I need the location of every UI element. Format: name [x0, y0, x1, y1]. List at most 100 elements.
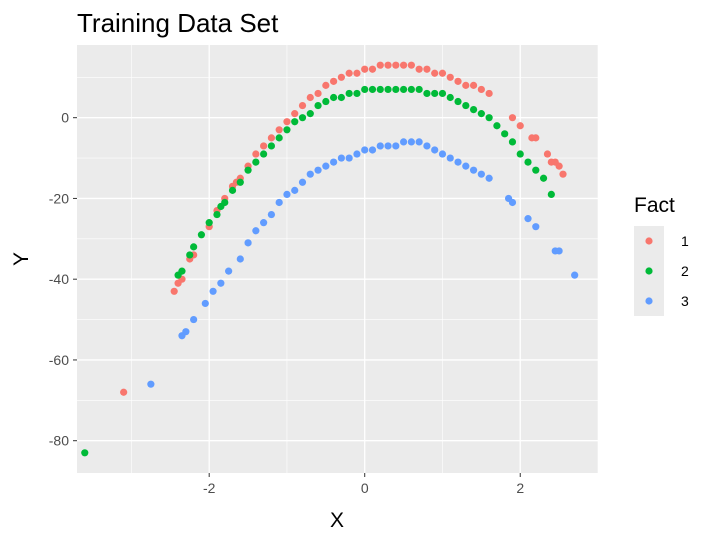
legend-key-3: [645, 297, 653, 305]
major-gridlines: [77, 45, 598, 473]
data-point-series-3: [485, 174, 493, 182]
data-point-series-1: [330, 77, 338, 85]
data-point-series-2: [291, 118, 299, 126]
data-point-series-3: [508, 198, 517, 207]
data-point-series-1: [516, 122, 524, 130]
data-point-series-1: [298, 101, 307, 110]
data-point-series-3: [469, 166, 478, 174]
data-point-series-2: [376, 85, 384, 94]
data-point-series-2: [368, 85, 377, 94]
data-point-series-1: [559, 170, 567, 178]
x-tick-label: 2: [516, 480, 524, 496]
data-point-series-2: [322, 97, 330, 106]
data-point-series-3: [217, 279, 225, 287]
data-points: [81, 61, 579, 457]
data-point-series-2: [330, 93, 338, 102]
data-point-series-1: [267, 134, 276, 142]
data-point-series-3: [423, 142, 431, 150]
data-point-series-1: [446, 73, 454, 81]
data-point-series-1: [361, 65, 369, 73]
data-point-series-2: [501, 130, 509, 138]
data-point-series-3: [283, 190, 291, 198]
data-point-series-3: [260, 219, 268, 227]
data-point-series-1: [275, 126, 283, 134]
data-point-series-2: [431, 89, 439, 98]
axis-ticks: -2 0 20-20-40-60-80: [49, 110, 525, 496]
data-point-series-1: [260, 142, 268, 150]
data-point-series-2: [228, 186, 237, 194]
data-point-series-2: [446, 93, 454, 102]
data-point-series-1: [423, 65, 431, 73]
data-point-series-1: [283, 118, 291, 126]
data-point-series-2: [539, 174, 548, 182]
data-point-series-1: [438, 69, 447, 77]
data-point-series-3: [225, 267, 233, 275]
data-point-series-3: [267, 210, 276, 219]
data-point-series-1: [508, 114, 517, 122]
y-tick-label: -20: [49, 190, 69, 206]
data-point-series-3: [337, 154, 345, 162]
x-tick-label: -2: [203, 480, 216, 496]
data-point-series-2: [462, 101, 470, 110]
legend-label-1: 1: [681, 233, 689, 249]
data-point-series-3: [532, 223, 540, 231]
legend: Fact 1 2 3: [634, 194, 689, 316]
data-point-series-3: [384, 142, 392, 150]
x-tick-label: 0: [361, 480, 369, 496]
data-point-series-3: [477, 170, 485, 178]
data-point-series-2: [469, 106, 478, 114]
data-point-series-2: [415, 85, 423, 94]
data-point-series-2: [306, 110, 314, 118]
data-point-series-2: [244, 166, 252, 174]
data-point-series-2: [485, 114, 493, 122]
data-point-series-2: [407, 85, 415, 94]
data-point-series-1: [384, 61, 392, 69]
y-tick-label: 0: [61, 110, 69, 126]
data-point-series-1: [120, 388, 128, 396]
data-point-series-3: [291, 186, 299, 194]
data-point-series-2: [190, 243, 198, 251]
data-point-series-2: [399, 85, 408, 94]
data-point-series-1: [170, 287, 178, 295]
data-point-series-3: [353, 150, 361, 158]
y-tick-label: -80: [49, 433, 69, 449]
data-point-series-2: [337, 93, 345, 102]
data-point-series-1: [392, 61, 400, 69]
data-point-series-3: [306, 170, 314, 178]
data-point-series-2: [423, 89, 431, 98]
data-point-series-3: [314, 166, 322, 174]
data-point-series-1: [399, 61, 408, 69]
data-point-series-3: [368, 146, 377, 154]
data-point-series-1: [368, 65, 377, 73]
data-point-series-3: [275, 198, 283, 207]
data-point-series-2: [454, 97, 462, 106]
data-point-series-2: [283, 126, 291, 134]
data-point-series-2: [438, 89, 447, 98]
data-point-series-2: [516, 150, 524, 158]
data-point-series-2: [532, 166, 540, 174]
data-point-series-1: [345, 69, 353, 77]
data-point-series-3: [555, 247, 563, 255]
data-point-series-2: [213, 210, 221, 219]
data-point-series-1: [314, 89, 322, 98]
legend-label-3: 3: [681, 293, 689, 309]
data-point-series-2: [361, 85, 369, 94]
data-point-series-1: [485, 89, 493, 98]
data-point-series-2: [275, 134, 283, 142]
data-point-series-3: [438, 150, 447, 158]
data-point-series-1: [454, 77, 462, 85]
data-point-series-1: [337, 73, 345, 81]
data-point-series-2: [508, 138, 517, 146]
data-point-series-3: [407, 138, 415, 146]
data-point-series-1: [431, 69, 439, 77]
data-point-series-3: [330, 158, 338, 166]
data-point-series-1: [532, 134, 540, 142]
data-point-series-3: [399, 138, 408, 146]
data-point-series-1: [415, 65, 423, 73]
data-point-series-2: [252, 158, 260, 166]
chart-title: Training Data Set: [77, 8, 279, 38]
data-point-series-3: [298, 178, 307, 186]
data-point-series-3: [201, 299, 209, 308]
data-point-series-1: [543, 150, 552, 158]
